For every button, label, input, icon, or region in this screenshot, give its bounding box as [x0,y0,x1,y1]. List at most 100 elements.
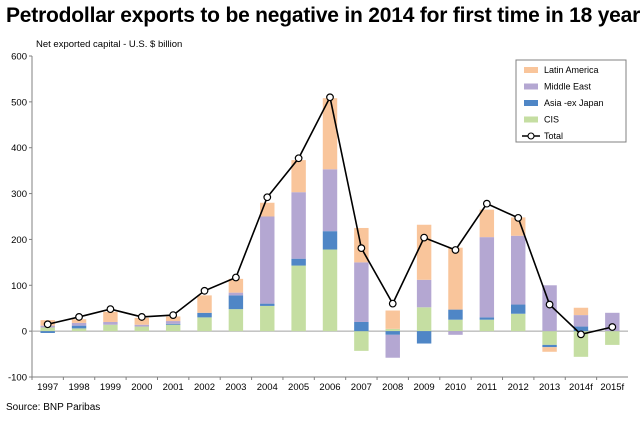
bar-middle-east-2008 [385,334,400,358]
x-tick-label: 2007 [351,382,372,393]
y-tick-label: 500 [11,97,27,108]
total-point-2007 [357,244,366,253]
bar-latin-america-2006 [322,98,338,170]
bar-latin-america-2003 [228,278,244,293]
x-tick-label: 2000 [131,382,152,393]
bar-middle-east-2012 [510,235,526,305]
bar-cis-2014f [573,331,589,357]
bar-latin-america-2012 [510,217,526,236]
legend-total-marker [527,132,535,140]
x-tick-label: 2012 [508,382,529,393]
total-point-2012 [514,213,523,222]
legend-label: Latin America [544,65,599,75]
y-tick-label: 600 [11,52,27,63]
bar-asia-ex-japan-2008 [385,331,400,335]
x-tick-label: 2003 [225,382,246,393]
bar-cis-2011 [479,319,495,332]
total-point-2015f [608,323,617,331]
total-point-1998 [75,313,83,321]
bar-asia-ex-japan-2010 [448,309,463,320]
x-tick-label: 2004 [257,382,278,393]
bar-asia-ex-japan-2009 [416,331,432,344]
bar-middle-east-1998 [71,322,87,326]
bar-cis-1999 [103,324,118,332]
y-tick-label: 0 [22,327,27,338]
x-tick-label: 2010 [445,382,466,393]
total-point-2006 [326,93,334,102]
legend-swatch-asia-ex-japan [524,100,538,106]
bar-cis-2009 [416,307,432,332]
total-point-2013 [545,300,554,309]
bar-middle-east-2001 [165,321,181,324]
x-tick-label: 2006 [319,382,340,393]
x-tick-label: 2008 [382,382,403,393]
total-point-1999 [106,305,115,314]
bar-cis-2010 [448,319,463,332]
bar-latin-america-2011 [479,209,495,238]
x-tick-label: 2014f [569,382,593,393]
x-tick-label: 2009 [414,382,435,393]
bar-latin-america-1998 [71,319,87,323]
bar-middle-east-2010 [448,331,463,335]
bar-cis-2006 [322,249,338,332]
bar-asia-ex-japan-1997 [40,331,55,333]
bar-middle-east-2000 [134,324,150,327]
total-point-2003 [231,273,240,282]
total-point-1997 [43,320,52,329]
bar-cis-2003 [228,309,244,332]
legend-label: Middle East [544,82,592,92]
bar-cis-2008 [385,328,400,332]
total-point-2005 [294,154,303,163]
legend-label: Total [544,131,563,141]
bar-middle-east-2005 [291,192,306,259]
bar-middle-east-2009 [416,279,432,308]
x-tick-label: 1997 [37,382,58,393]
legend-swatch-middle-east [524,83,538,90]
bar-latin-america-2013 [542,347,557,352]
bar-asia-ex-japan-2003 [228,295,244,310]
bar-asia-ex-japan-2004 [260,303,275,306]
bar-latin-america-2009 [416,224,432,280]
bar-cis-2000 [134,326,150,332]
bar-asia-ex-japan-2001 [165,323,181,325]
total-point-2010 [451,246,460,254]
total-point-2008 [388,299,397,308]
bar-middle-east-1999 [103,321,118,325]
bar-cis-2001 [165,324,181,332]
bar-cis-2007 [354,331,369,351]
bar-latin-america-2010 [448,247,463,310]
x-tick-label: 2015f [600,382,624,393]
legend-swatch-cis [524,116,538,123]
y-tick-label: 300 [11,189,27,200]
bar-cis-2013 [542,331,557,345]
bar-latin-america-2002 [197,295,212,313]
x-tick-label: 2001 [163,382,184,393]
total-point-2000 [137,313,146,321]
bar-middle-east-2007 [354,262,369,322]
x-tick-label: 1999 [100,382,121,393]
x-tick-label: 1998 [68,382,89,393]
bar-cis-1998 [71,328,87,332]
bar-cis-1997 [40,327,55,332]
total-point-2009 [420,233,429,242]
bar-asia-ex-japan-2002 [197,312,212,318]
bar-middle-east-2011 [479,237,495,318]
bar-asia-ex-japan-2013 [542,344,557,348]
bar-cis-2012 [510,313,526,332]
bar-asia-ex-japan-2012 [510,304,526,314]
y-tick-label: 200 [11,235,27,246]
x-tick-label: 2005 [288,382,309,393]
bar-latin-america-2014f [573,307,589,316]
legend-label: Asia -ex Japan [544,98,604,108]
legend-label: CIS [544,115,559,125]
total-point-2014f [577,330,585,339]
bar-latin-america-1999 [103,311,118,322]
total-point-2004 [263,193,272,202]
bar-latin-america-2005 [291,160,306,193]
bar-cis-2002 [197,317,212,332]
y-tick-label: 100 [11,281,27,292]
y-tick-label: -100 [8,373,27,384]
bar-middle-east-2003 [228,292,244,296]
bar-asia-ex-japan-2006 [322,231,338,250]
source-note: Source: BNP Paribas [6,402,101,413]
